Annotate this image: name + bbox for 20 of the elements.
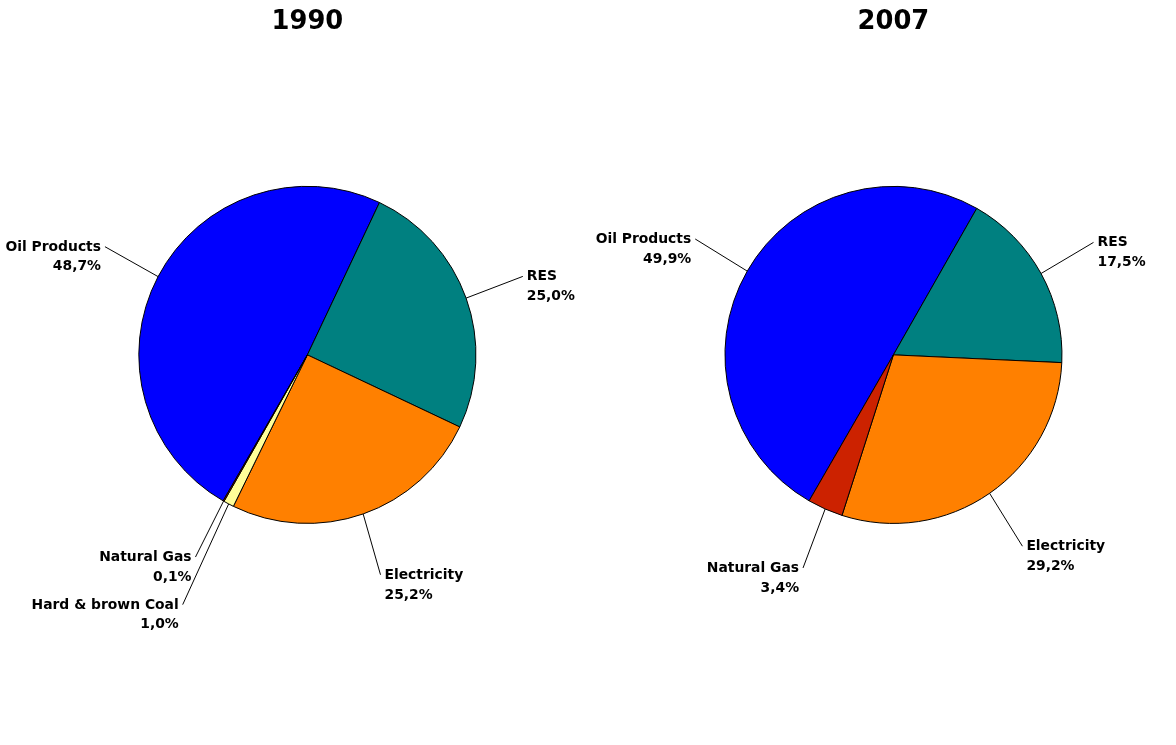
data-label: 49,9%	[643, 249, 692, 266]
slice-label: Natural Gas	[99, 548, 192, 564]
slice-label: Oil Products	[595, 229, 692, 246]
slice-label: Oil Products	[5, 237, 101, 254]
slice-label: RES	[526, 267, 557, 284]
slice-label: Hard & brown Coal	[31, 595, 179, 612]
slice-label: RES	[1097, 233, 1128, 250]
slice-label: Electricity	[384, 565, 464, 582]
data-label: 1,0%	[140, 615, 179, 632]
data-label: 17,5%	[1097, 253, 1146, 270]
data-label: 29,2%	[1026, 557, 1075, 574]
slice-label: Electricity	[1026, 537, 1106, 554]
data-label: 48,7%	[52, 257, 102, 274]
chart-title: 1990	[271, 4, 344, 35]
data-label: 0,1%	[153, 567, 192, 584]
data-label: 25,0%	[526, 287, 576, 304]
data-label: 25,2%	[384, 585, 433, 602]
slice-label: Natural Gas	[706, 558, 800, 575]
data-label: 3,4%	[760, 578, 800, 595]
chart-title: 2007	[857, 4, 930, 35]
